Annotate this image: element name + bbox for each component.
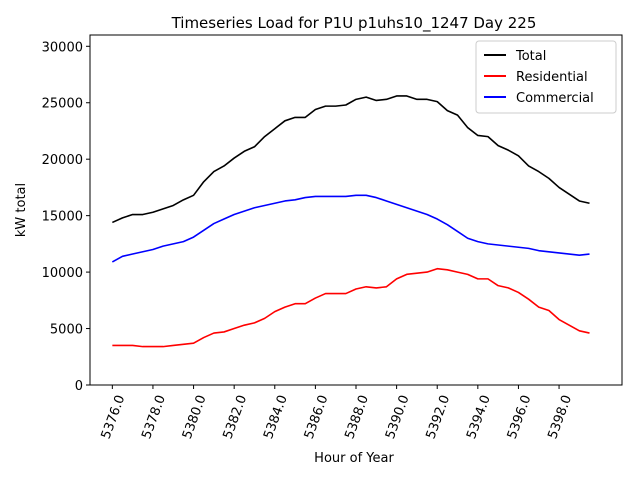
x-axis-label: Hour of Year [314, 451, 394, 466]
y-tick-label: 20000 [42, 153, 83, 168]
series-line-residential [112, 267, 590, 348]
y-tick-label: 0 [75, 379, 83, 394]
x-tick-label: 5378.0 [139, 393, 169, 441]
x-tick-label: 5398.0 [545, 393, 575, 441]
x-tick-label: 5396.0 [505, 393, 535, 441]
series-line-commercial [111, 194, 590, 263]
x-tick-label: 5384.0 [261, 393, 291, 441]
legend: Total Residential Commercial [475, 40, 617, 114]
x-tick-label: 5380.0 [180, 393, 210, 441]
y-tick-label: 25000 [42, 97, 83, 112]
x-tick-label: 5376.0 [99, 393, 129, 441]
x-tick-label: 5388.0 [342, 393, 372, 441]
y-axis: 0 5000 10000 15000 20000 25000 30000 [42, 40, 90, 394]
legend-label-residential: Residential [516, 70, 588, 85]
legend-box [475, 40, 617, 114]
y-tick-label: 5000 [50, 323, 83, 338]
y-tick-label: 10000 [42, 266, 83, 281]
legend-label-total: Total [515, 49, 546, 64]
x-tick-label: 5390.0 [383, 393, 413, 441]
x-axis: 5376.0 5378.0 5380.0 5382.0 5384.0 5386.0 5388… [99, 385, 575, 441]
x-tick-label: 5392.0 [424, 393, 454, 441]
x-tick-label: 5382.0 [221, 393, 251, 441]
y-tick-label: 30000 [42, 40, 83, 55]
y-axis-label: kW total [14, 183, 29, 237]
x-tick-label: 5394.0 [464, 393, 494, 441]
y-tick-label: 15000 [42, 210, 83, 225]
series-line-total [112, 95, 590, 224]
chart-title: Timeseries Load for P1U p1uhs10_1247 Day… [171, 14, 537, 33]
legend-label-commercial: Commercial [516, 91, 594, 106]
plot-lines [111, 95, 590, 348]
x-tick-label: 5386.0 [302, 393, 332, 441]
